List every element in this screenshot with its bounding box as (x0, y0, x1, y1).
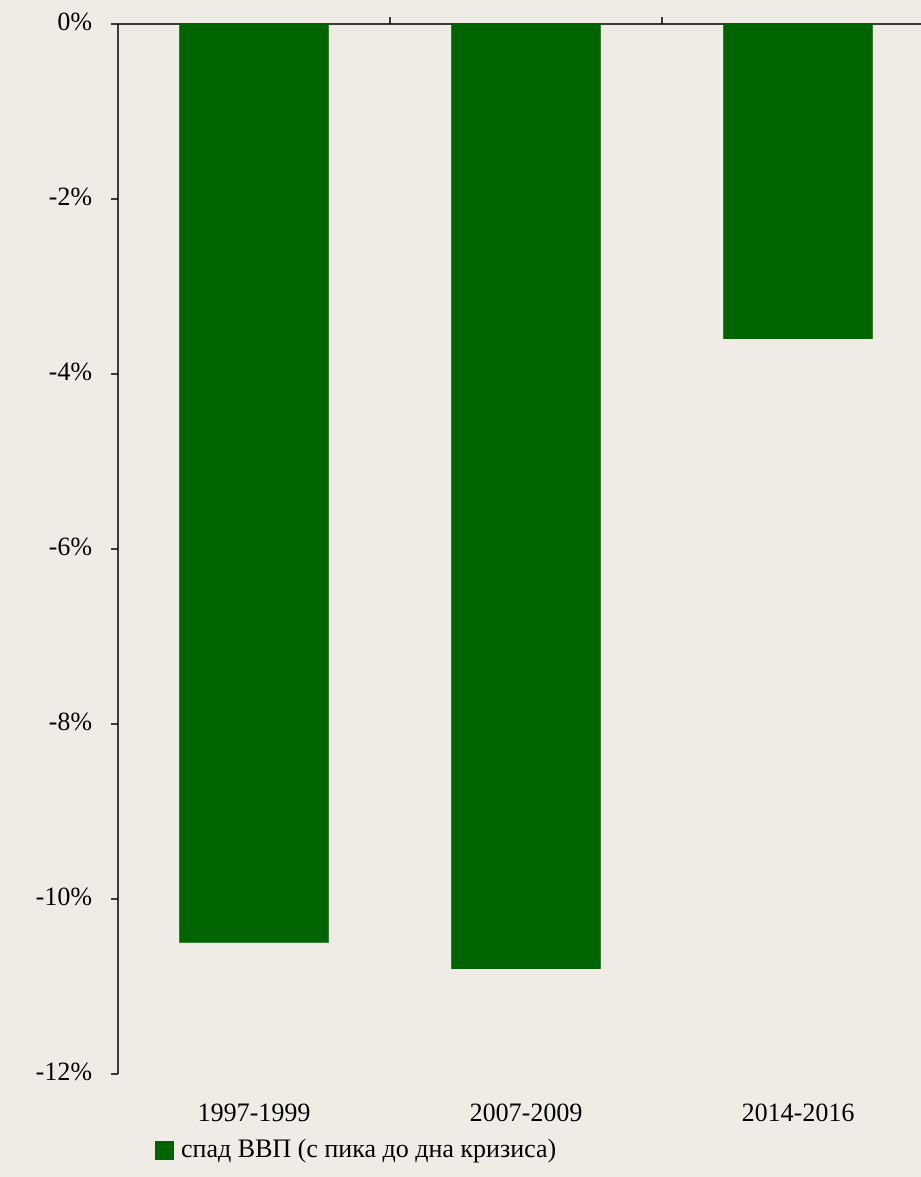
x-tick-label: 2007-2009 (470, 1098, 583, 1127)
y-tick-label: -2% (49, 182, 92, 211)
bar (451, 24, 601, 969)
y-tick-label: -12% (36, 1057, 92, 1086)
legend-swatch (155, 1141, 174, 1160)
y-tick-label: -8% (49, 707, 92, 736)
y-tick-label: -10% (36, 882, 92, 911)
y-tick-label: -4% (49, 357, 92, 386)
y-tick-label: 0% (57, 7, 92, 36)
legend-label: спад ВВП (с пика до дна кризиса) (181, 1134, 556, 1163)
x-tick-label: 2014-2016 (742, 1098, 855, 1127)
bar (723, 24, 873, 339)
x-tick-label: 1997-1999 (198, 1098, 311, 1127)
y-tick-label: -6% (49, 532, 92, 561)
bar (179, 24, 329, 943)
